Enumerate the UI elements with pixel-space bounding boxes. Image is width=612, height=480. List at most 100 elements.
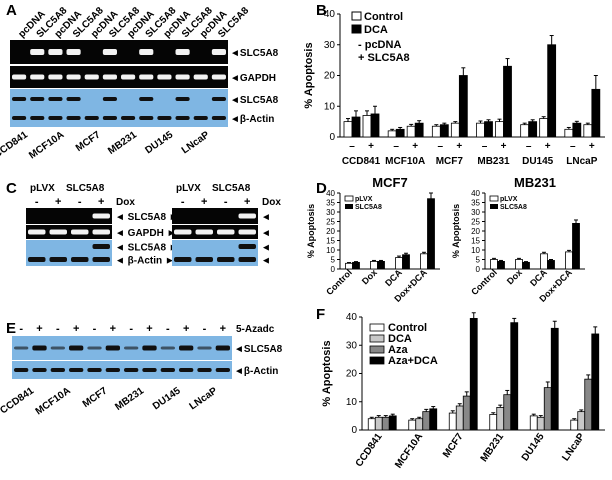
legend-label: DCA	[364, 24, 388, 36]
y-tick-label: 10	[326, 246, 335, 255]
blot-band	[121, 116, 136, 120]
blot-band	[215, 368, 230, 372]
category-label: LNcaP	[566, 156, 597, 167]
cell-line-label: MCF7	[74, 129, 103, 154]
sign-label: +	[146, 323, 152, 335]
blot-label: ◄	[261, 228, 271, 239]
y-axis-label: % Apoptosis	[306, 204, 316, 258]
blot-label: ◄ SLC5A8 ►	[115, 243, 179, 254]
blot-band	[28, 257, 46, 262]
blot-label: ◄ β-Actin ►	[115, 256, 175, 267]
blot-band	[175, 97, 190, 101]
sign-label: +	[201, 196, 207, 208]
blot-band	[139, 97, 154, 101]
cell-line-label: MCF10A	[27, 129, 66, 161]
category-label: Dox	[360, 267, 379, 286]
blot-band	[175, 49, 190, 55]
blot-strip	[26, 208, 112, 224]
blot-strip	[172, 240, 258, 253]
category-label: Control	[469, 267, 499, 297]
y-tick-label: 40	[326, 189, 335, 198]
y-tick-label: 15	[471, 237, 480, 246]
legend-note: - pcDNA	[358, 39, 401, 51]
blot-band	[71, 229, 89, 235]
bar-control	[362, 115, 372, 138]
category-label: DU145	[522, 156, 554, 167]
category-label: Dox	[505, 267, 524, 286]
category-label: DCA	[528, 267, 549, 288]
legend-swatch-slc5a8	[490, 204, 498, 209]
bar-control	[489, 414, 498, 431]
legend-label: DCA	[388, 333, 412, 345]
y-tick-label: 20	[471, 227, 480, 236]
blot-label: ◄	[261, 256, 271, 267]
blot-strip	[12, 336, 232, 360]
y-tick-label: 40	[471, 189, 480, 198]
sub-category-label: +	[501, 141, 507, 152]
bar-dca	[415, 418, 424, 431]
y-tick-label: 30	[346, 340, 358, 351]
category-label: DU145	[520, 431, 547, 463]
blot-band	[66, 97, 81, 101]
group-label: SLC5A8	[212, 183, 251, 194]
blot-strip	[172, 225, 258, 239]
blot-band	[105, 368, 120, 372]
sign-label: -	[166, 323, 170, 335]
legend-label: Control	[364, 11, 403, 23]
y-tick-label: 35	[471, 199, 480, 208]
blot-label: ◄SLC5A8	[234, 344, 283, 355]
blot-band	[28, 229, 46, 235]
treatment-label: 5-Azadc	[236, 324, 275, 335]
blot-band	[139, 49, 154, 55]
y-tick-label: 25	[326, 218, 335, 227]
cell-line-label: DU145	[143, 129, 175, 156]
blot-band	[87, 346, 102, 350]
legend-swatch-dca	[351, 24, 362, 34]
sign-label: -	[224, 196, 228, 208]
bar-dca	[591, 88, 601, 138]
sign-label: +	[73, 323, 79, 335]
blot-band	[174, 229, 192, 235]
blot-band	[217, 257, 235, 262]
blot-strip	[10, 40, 228, 64]
blot-band	[30, 116, 45, 120]
bar-plvx	[540, 253, 548, 270]
panel-label-a: A	[6, 2, 17, 19]
bar-aza	[503, 394, 512, 431]
bar-control	[495, 121, 504, 138]
y-tick-label: 20	[324, 71, 336, 82]
sign-label: -	[93, 323, 97, 335]
blot-band	[179, 368, 194, 372]
blot-band	[84, 116, 99, 120]
bar-dca	[572, 122, 582, 138]
bar-aza	[584, 378, 593, 431]
blot-band	[211, 97, 226, 101]
panel-c-blot: pLVX SLC5A8 - + - + Dox ◄ SLC5A8 ► ◄ GAPDH ► ◄ SL…	[26, 183, 281, 267]
bar-control	[448, 412, 457, 431]
sub-category-label: –	[393, 141, 399, 152]
blot-band	[71, 257, 89, 262]
y-axis-label: % Apoptosis	[451, 204, 461, 258]
panel-label-e: E	[6, 320, 17, 337]
bar-dca	[439, 124, 449, 138]
bar-dca	[370, 113, 380, 138]
sign-label: -	[129, 323, 133, 335]
y-axis-label: % Apoptosis	[321, 340, 333, 406]
blot-strip	[26, 253, 112, 266]
blot-band	[30, 49, 45, 55]
blot-band	[12, 97, 27, 101]
blot-band	[32, 345, 47, 351]
sub-category-label: +	[368, 141, 374, 152]
blot-band	[12, 116, 27, 120]
chart-title: MCF7	[372, 175, 407, 190]
blot-band	[105, 345, 120, 351]
blot-band	[142, 368, 157, 372]
legend-label: pLVX	[500, 196, 518, 203]
blot-band	[87, 368, 102, 372]
y-tick-label: 20	[346, 369, 358, 380]
category-label: LNcaP	[560, 431, 587, 463]
blot-band	[179, 345, 194, 351]
cell-line-label: CCD841	[0, 385, 36, 416]
y-tick-label: 5	[331, 256, 336, 265]
bar-aza-dca	[550, 327, 559, 431]
